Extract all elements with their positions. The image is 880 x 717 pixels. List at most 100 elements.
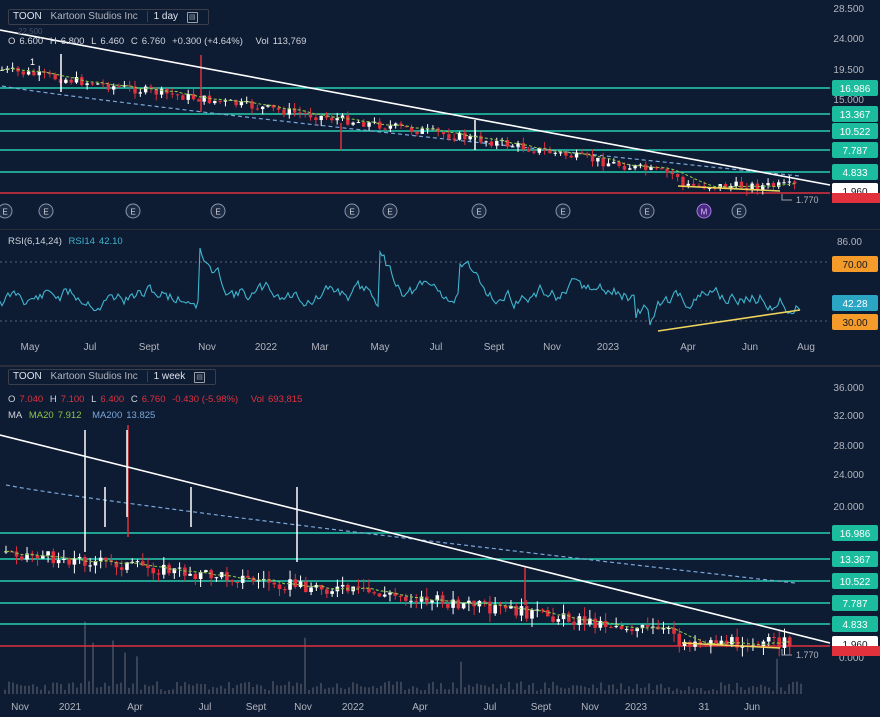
series-marker-label: 1 bbox=[30, 57, 35, 67]
y-tick-label: 20.000 bbox=[833, 502, 864, 513]
volume-bar bbox=[788, 684, 790, 694]
candle bbox=[635, 627, 639, 632]
candle bbox=[419, 596, 424, 602]
daily-symbol-box[interactable]: TOON Kartoon Studios Inc 1 day ▤ bbox=[8, 9, 209, 25]
weekly-l-label: L bbox=[91, 394, 97, 405]
volume-bar bbox=[720, 682, 722, 694]
rsi-pane[interactable]: 86.00 70.00 42.28 30.00 RSI(6,14,24) RSI14 4… bbox=[0, 229, 880, 357]
candle bbox=[383, 128, 387, 130]
candle bbox=[782, 637, 787, 648]
volume-bar bbox=[744, 689, 746, 694]
volume-bar bbox=[280, 685, 282, 694]
candle bbox=[750, 183, 754, 191]
support-trend-line bbox=[677, 185, 781, 192]
weekly-symbol-box[interactable]: TOON Kartoon Studios Inc 1 week ▤ bbox=[8, 369, 217, 385]
volume-bar bbox=[140, 689, 142, 694]
candle bbox=[235, 582, 240, 584]
volume-bar bbox=[40, 689, 42, 694]
candle bbox=[564, 152, 568, 156]
ma20-value: 7.912 bbox=[57, 410, 82, 421]
candle bbox=[367, 122, 371, 127]
earnings-marker-label: M bbox=[701, 208, 708, 217]
volume-bar bbox=[188, 684, 190, 694]
weekly-price-pane[interactable]: 36.000 32.000 28.000 24.000 20.000 0.000 16.98… bbox=[0, 365, 880, 717]
rsi-support-line bbox=[657, 309, 801, 332]
rsi-level-label-bg bbox=[832, 314, 878, 330]
earnings-marker-label: E bbox=[2, 208, 7, 217]
faint-price-label: 22.500 bbox=[18, 27, 43, 36]
candle bbox=[346, 115, 350, 125]
volume-bar bbox=[20, 685, 22, 694]
candle bbox=[98, 557, 103, 562]
weekly-interval[interactable]: 1 week bbox=[146, 371, 186, 382]
y-tick-label: 24.000 bbox=[833, 470, 864, 481]
volume-bar bbox=[180, 686, 182, 694]
volume-bar bbox=[132, 683, 134, 694]
rsi-level-label: 30.00 bbox=[842, 318, 867, 329]
volume-bar bbox=[428, 683, 430, 694]
daily-time-axis-label: Mar bbox=[311, 342, 329, 353]
candle bbox=[288, 579, 292, 590]
candle bbox=[582, 616, 587, 625]
earnings-marker-label: E bbox=[130, 208, 135, 217]
volume-bar bbox=[592, 684, 594, 694]
candle bbox=[14, 551, 19, 557]
volume-bar bbox=[68, 683, 70, 694]
support-trend-line bbox=[681, 642, 781, 649]
daily-time-axis-label: Sept bbox=[139, 342, 160, 353]
ma-slow-line bbox=[5, 484, 796, 584]
level-label: 4.833 bbox=[842, 168, 867, 179]
volume-bar bbox=[672, 690, 674, 694]
volume-bar bbox=[456, 688, 458, 694]
volume-bar bbox=[484, 685, 486, 694]
volume-bar bbox=[476, 683, 478, 694]
candle bbox=[340, 115, 345, 119]
daily-interval[interactable]: 1 day bbox=[146, 11, 179, 22]
volume-bar bbox=[344, 688, 346, 694]
candle bbox=[756, 645, 760, 647]
level-label-bg bbox=[832, 106, 878, 122]
candle bbox=[393, 123, 398, 126]
earnings-marker-label: E bbox=[215, 208, 220, 217]
candle bbox=[638, 164, 643, 166]
volume-bar bbox=[436, 689, 438, 694]
candle bbox=[351, 122, 355, 125]
candle bbox=[319, 115, 323, 121]
downtrend-line bbox=[0, 29, 831, 186]
candle bbox=[585, 153, 589, 156]
candle bbox=[688, 641, 692, 647]
candle bbox=[140, 561, 145, 566]
level-label: 16.986 bbox=[840, 529, 871, 540]
candle bbox=[514, 605, 519, 616]
daily-price-pane[interactable]: 28.500 24.000 19.500 15.000 16.986 13.367 10.5… bbox=[0, 0, 880, 229]
candle bbox=[382, 594, 387, 597]
candle bbox=[372, 121, 377, 123]
candle bbox=[580, 152, 584, 154]
earnings-marker-label: E bbox=[476, 208, 481, 217]
candle bbox=[654, 166, 659, 169]
candle bbox=[697, 185, 701, 187]
volume-bar bbox=[276, 685, 278, 694]
volume-bar bbox=[596, 688, 598, 694]
daily-time-axis[interactable] bbox=[0, 356, 880, 365]
weekly-time-axis-label: 2022 bbox=[342, 702, 365, 713]
volume-bar bbox=[44, 684, 46, 694]
candle bbox=[398, 595, 403, 597]
rsi-chart[interactable]: 86.00 70.00 42.28 30.00 bbox=[0, 230, 880, 357]
volume-bar bbox=[64, 689, 66, 694]
volume-bar bbox=[220, 685, 222, 694]
volume-bar bbox=[676, 688, 678, 694]
weekly-price-chart[interactable]: 36.000 32.000 28.000 24.000 20.000 0.000 16.98… bbox=[0, 367, 880, 717]
volume-bar bbox=[48, 690, 50, 694]
candle bbox=[675, 174, 680, 177]
volume-bar bbox=[176, 681, 178, 694]
volume-bar bbox=[496, 688, 498, 694]
volume-bar bbox=[616, 688, 618, 694]
weekly-time-axis-label: Nov bbox=[294, 702, 312, 713]
weekly-dropdown-icon[interactable]: ▤ bbox=[194, 372, 206, 383]
daily-dropdown-icon[interactable]: ▤ bbox=[186, 12, 198, 23]
daily-time-axis-label: May bbox=[371, 342, 390, 353]
candle bbox=[735, 637, 739, 648]
volume-bar bbox=[448, 689, 450, 694]
